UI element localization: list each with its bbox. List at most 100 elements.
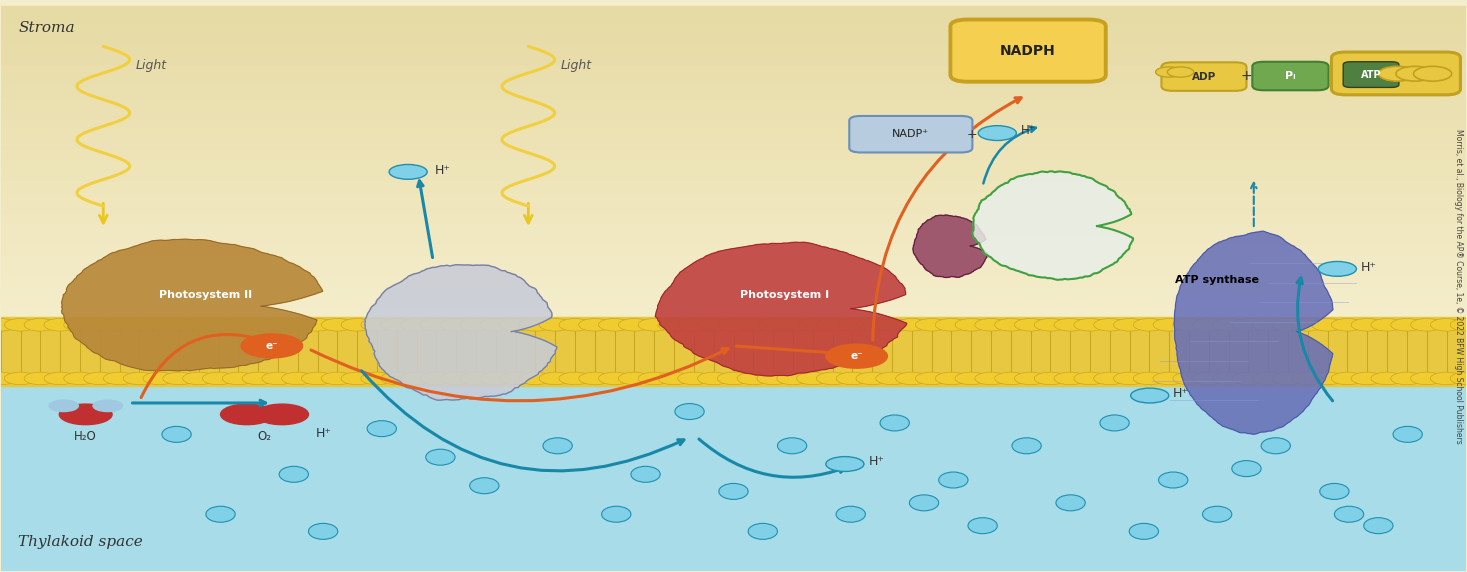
- Circle shape: [1311, 372, 1344, 385]
- Circle shape: [876, 319, 908, 331]
- Circle shape: [836, 372, 868, 385]
- Polygon shape: [656, 242, 907, 376]
- Circle shape: [500, 372, 531, 385]
- Circle shape: [1055, 372, 1087, 385]
- FancyBboxPatch shape: [1344, 62, 1400, 88]
- Circle shape: [242, 372, 274, 385]
- Ellipse shape: [1130, 523, 1159, 539]
- Circle shape: [559, 319, 591, 331]
- Circle shape: [361, 319, 393, 331]
- Circle shape: [123, 319, 156, 331]
- Circle shape: [420, 319, 452, 331]
- Ellipse shape: [836, 506, 866, 522]
- Bar: [0, 58, 1467, 74]
- Bar: [0, 291, 1467, 307]
- Ellipse shape: [910, 495, 939, 511]
- Circle shape: [1213, 319, 1245, 331]
- Text: Photosystem I: Photosystem I: [741, 289, 829, 300]
- Circle shape: [519, 319, 552, 331]
- Circle shape: [659, 319, 689, 331]
- Ellipse shape: [1012, 438, 1042, 454]
- Text: e⁻: e⁻: [851, 351, 863, 361]
- Circle shape: [4, 319, 37, 331]
- Circle shape: [1332, 372, 1364, 385]
- Circle shape: [1134, 319, 1166, 331]
- Text: H⁺: H⁺: [1174, 387, 1190, 400]
- Circle shape: [619, 372, 650, 385]
- Circle shape: [220, 404, 273, 424]
- Circle shape: [1451, 372, 1467, 385]
- FancyBboxPatch shape: [1162, 62, 1247, 91]
- Circle shape: [163, 372, 195, 385]
- Circle shape: [698, 372, 729, 385]
- Circle shape: [1168, 67, 1194, 77]
- Bar: [0, 27, 1467, 43]
- Circle shape: [1131, 388, 1169, 403]
- Circle shape: [797, 372, 829, 385]
- Circle shape: [826, 344, 888, 368]
- Circle shape: [1015, 372, 1047, 385]
- Circle shape: [48, 400, 78, 411]
- Bar: [0, 196, 1467, 212]
- Circle shape: [579, 372, 610, 385]
- Circle shape: [717, 319, 750, 331]
- Circle shape: [1391, 319, 1423, 331]
- Text: O₂: O₂: [258, 430, 271, 443]
- Circle shape: [836, 319, 868, 331]
- Ellipse shape: [1320, 483, 1350, 499]
- Bar: [0, 217, 1467, 233]
- Ellipse shape: [778, 438, 807, 454]
- Circle shape: [340, 319, 373, 331]
- Circle shape: [995, 319, 1027, 331]
- Circle shape: [0, 372, 16, 385]
- Circle shape: [1414, 66, 1452, 81]
- Circle shape: [936, 319, 967, 331]
- Text: Stroma: Stroma: [18, 21, 75, 35]
- Ellipse shape: [601, 506, 631, 522]
- Circle shape: [738, 372, 769, 385]
- Polygon shape: [62, 239, 323, 371]
- Circle shape: [757, 372, 789, 385]
- Circle shape: [1232, 372, 1265, 385]
- Circle shape: [1232, 319, 1265, 331]
- Text: H⁺: H⁺: [868, 455, 885, 468]
- Circle shape: [1430, 372, 1463, 385]
- Circle shape: [978, 126, 1017, 141]
- Circle shape: [1193, 372, 1225, 385]
- Bar: [0, 69, 1467, 85]
- Circle shape: [896, 372, 927, 385]
- Bar: [0, 16, 1467, 33]
- Ellipse shape: [367, 420, 396, 436]
- Circle shape: [103, 372, 135, 385]
- Ellipse shape: [1203, 506, 1232, 522]
- Circle shape: [480, 372, 512, 385]
- Circle shape: [1253, 319, 1285, 331]
- Circle shape: [1351, 319, 1383, 331]
- Circle shape: [420, 372, 452, 385]
- Circle shape: [678, 319, 710, 331]
- Circle shape: [92, 400, 122, 411]
- Circle shape: [817, 319, 848, 331]
- Ellipse shape: [968, 518, 998, 534]
- Circle shape: [876, 372, 908, 385]
- Bar: [0, 6, 1467, 22]
- Circle shape: [1193, 319, 1225, 331]
- Circle shape: [84, 372, 116, 385]
- Bar: [0, 143, 1467, 159]
- FancyBboxPatch shape: [1253, 62, 1329, 90]
- Circle shape: [540, 319, 571, 331]
- Circle shape: [976, 372, 1006, 385]
- Circle shape: [1156, 67, 1182, 77]
- Bar: [0, 90, 1467, 106]
- Circle shape: [896, 319, 927, 331]
- Text: ATP: ATP: [1361, 70, 1382, 80]
- Circle shape: [1319, 261, 1357, 276]
- Bar: [0, 312, 1467, 328]
- Circle shape: [1391, 372, 1423, 385]
- Text: Light: Light: [560, 59, 591, 72]
- Circle shape: [59, 404, 111, 424]
- Polygon shape: [365, 265, 557, 400]
- Circle shape: [255, 404, 308, 424]
- Circle shape: [778, 319, 808, 331]
- Circle shape: [757, 319, 789, 331]
